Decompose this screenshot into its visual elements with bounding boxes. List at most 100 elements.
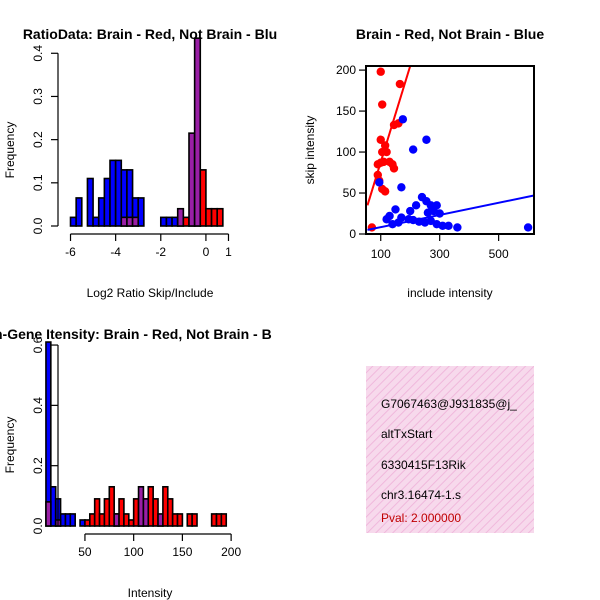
- ratio-x-tick-label-4: 1: [225, 245, 232, 259]
- ratio-red-bar-4: [182, 216, 190, 227]
- ratio-red-bar-5: [188, 132, 196, 227]
- intensity-scatter: Brain - Red, Not Brain - Blue include in…: [303, 26, 544, 300]
- info-line-gene: 6330415F13Rik: [381, 458, 467, 472]
- scatter-red-point-0: [376, 67, 385, 76]
- intensity-red-bar-19: [166, 498, 174, 527]
- intensity-scatter-title: Brain - Red, Not Brain - Blue: [356, 26, 544, 42]
- scatter-blue-fit-line: [367, 194, 534, 231]
- ratio-red-bar-7: [199, 169, 207, 227]
- scatter-red-point-2: [378, 100, 387, 109]
- ratio-red-bar-3: [176, 207, 185, 227]
- scatter-red-point-19: [380, 187, 390, 196]
- ratio-x-tick-label-3: 0: [203, 245, 210, 259]
- ratio-blue-bar-6: [109, 159, 117, 227]
- scatter-blue-point-25: [453, 223, 462, 232]
- intensity-histogram-xlabel: Intensity: [128, 586, 173, 600]
- ratio-blue-bar-4: [97, 197, 106, 227]
- intensity-x-tick-label-1: 100: [124, 545, 144, 559]
- ratio-blue-bar-14: [171, 216, 179, 227]
- scatter-blue-point-2: [408, 145, 418, 154]
- ratio-y-tick-label-0: 0.0: [31, 217, 45, 234]
- ratio-x-tick-label-2: -2: [155, 245, 166, 259]
- intensity-red-bar-4: [93, 498, 101, 527]
- intensity-red-bar-0: [45, 501, 52, 527]
- ratio-y-tick-label-1: 0.1: [31, 174, 45, 191]
- scatter-blue-point-10: [391, 205, 400, 214]
- scatter-blue-point-4: [397, 183, 406, 192]
- intensity-x-tick-label-2: 150: [172, 545, 192, 559]
- ratio-red-bar-9: [210, 207, 219, 227]
- scatter-blue-point-24: [444, 221, 453, 231]
- scatter-plot-frame: [365, 65, 535, 235]
- ratio-red-bar-10: [216, 207, 224, 227]
- scatter-plot-area: [366, 66, 534, 232]
- scatter-blue-point-0: [398, 115, 408, 124]
- ratio-red-bar-8: [205, 207, 213, 227]
- ratio-blue-bar-13: [165, 216, 173, 227]
- ratio-red-bar-2: [131, 216, 140, 227]
- info-line-location: chr3.16474-1.s: [381, 488, 461, 502]
- intensity-y-tick-label-0: 0.0: [31, 517, 45, 534]
- scatter-x-tick-label-1: 300: [430, 247, 450, 261]
- ratio-x-tick-label-0: -6: [65, 245, 76, 259]
- ratio-blue-bar-12: [159, 216, 168, 227]
- scatter-y-tick-label-0: 0: [349, 227, 356, 241]
- ratio-blue-bar-11: [137, 197, 145, 227]
- scatter-blue-point-28: [382, 215, 391, 224]
- info-panel: G7067463@J931835@j_ altTxStart 6330415F1…: [366, 366, 534, 533]
- info-pval: Pval: 2.000000: [381, 511, 461, 525]
- scatter-red-point-5: [376, 135, 385, 144]
- ratio-red-bar-0: [120, 216, 128, 227]
- intensity-histogram-ylabel: Frequency: [3, 417, 17, 474]
- intensity-y-tick-label-2: 0.4: [31, 397, 45, 414]
- scatter-y-tick-label-1: 50: [343, 186, 357, 200]
- ratio-histogram-xlabel: Log2 Ratio Skip/Include: [87, 286, 214, 300]
- intensity-histogram-title: Exon-Gene Itensity: Brain - Red, Not Bra…: [0, 326, 272, 342]
- scatter-y-tick-label-4: 200: [336, 63, 356, 77]
- scatter-y-tick-label-2: 100: [336, 145, 356, 159]
- ratio-blue-bar-3: [92, 216, 100, 227]
- scatter-blue-point-23: [438, 221, 447, 231]
- intensity-y-tick-label-3: 0.6: [31, 336, 45, 353]
- scatter-blue-point-1: [422, 135, 431, 144]
- ratio-y-tick-label-4: 0.4: [31, 45, 45, 62]
- scatter-x-tick-label-2: 500: [489, 247, 509, 261]
- info-panel-background: [366, 366, 534, 533]
- scatter-red-fit-line: [366, 66, 412, 206]
- ratio-blue-bar-0: [69, 216, 77, 227]
- intensity-x-tick-label-3: 200: [221, 545, 241, 559]
- scatter-x-tick-label-0: 100: [371, 247, 391, 261]
- ratio-histogram-title: RatioData: Brain - Red, Not Brain - Blu: [23, 26, 277, 42]
- scatter-blue-point-11: [406, 206, 415, 216]
- scatter-blue-point-7: [411, 201, 421, 210]
- scatter-blue-point-29: [523, 223, 533, 232]
- intensity-red-bar-26: [220, 513, 228, 527]
- intensity-histogram: Exon-Gene Itensity: Brain - Red, Not Bra…: [0, 326, 272, 600]
- ratio-red-bar-6: [193, 37, 202, 227]
- intensity-red-bar-9: [118, 498, 125, 527]
- ratio-histogram-ylabel: Frequency: [3, 122, 17, 179]
- scatter-red-point-14: [389, 164, 399, 173]
- intensity-red-bar-21: [176, 513, 184, 527]
- scatter-blue-point-3: [375, 178, 384, 187]
- scatter-y-tick-label-3: 150: [336, 104, 356, 118]
- intensity-red-bar-7: [108, 485, 115, 527]
- intensity-blue-bar-5: [69, 513, 76, 527]
- info-line-probe: G7067463@J931835@j_: [381, 397, 517, 411]
- intensity-scatter-xlabel: include intensity: [407, 286, 492, 300]
- ratio-blue-bar-5: [103, 177, 111, 227]
- ratio-blue-bar-2: [86, 177, 94, 227]
- intensity-x-tick-label-0: 50: [78, 545, 92, 559]
- intensity-red-bar-16: [152, 498, 159, 527]
- intensity-y-tick-label-1: 0.2: [31, 457, 45, 474]
- ratio-histogram: RatioData: Brain - Red, Not Brain - Blu …: [3, 26, 277, 300]
- scatter-red-point-1: [395, 79, 405, 89]
- ratio-red-bar-1: [126, 216, 134, 227]
- ratio-y-tick-label-3: 0.3: [31, 88, 45, 105]
- intensity-red-bar-23: [191, 513, 198, 527]
- ratio-x-tick-label-1: -4: [110, 245, 121, 259]
- ratio-y-tick-label-2: 0.2: [31, 131, 45, 148]
- ratio-blue-bar-1: [75, 197, 83, 227]
